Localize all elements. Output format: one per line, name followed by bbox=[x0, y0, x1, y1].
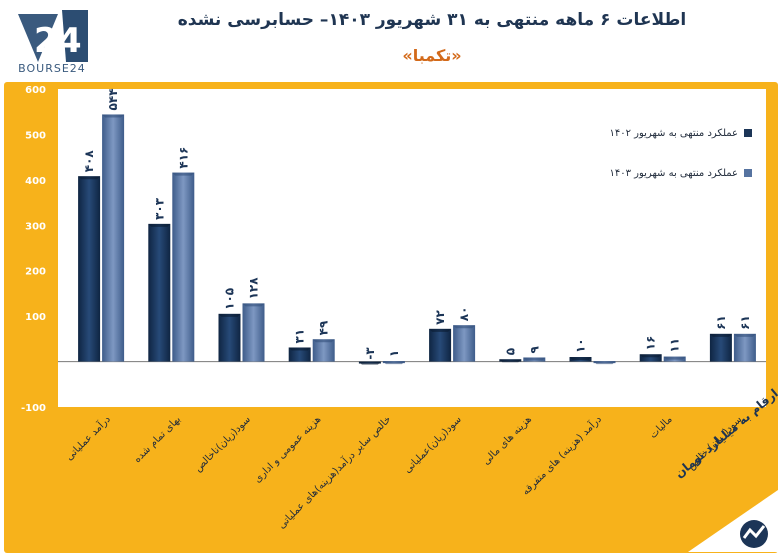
bar-1403-3 bbox=[312, 339, 335, 362]
bar-1402-1 bbox=[148, 223, 171, 362]
bar-1402-0 bbox=[78, 176, 101, 362]
bar-1402-4 bbox=[358, 361, 381, 365]
bar-1403-4 bbox=[382, 361, 405, 365]
value-label: ۱۱ bbox=[668, 338, 682, 353]
bar-body bbox=[148, 223, 171, 362]
bar-body bbox=[288, 347, 311, 362]
header: 2 4 BOURSE24 اطلاعات ۶ ماهه منتهی به ۳۱ … bbox=[0, 0, 782, 82]
value-label: ۱۲۸ bbox=[247, 277, 261, 300]
bar-bevel bbox=[709, 333, 732, 337]
bar-1403-9 bbox=[733, 333, 756, 362]
bar-bevel bbox=[569, 357, 592, 361]
value-label: ۴۰۸ bbox=[82, 150, 96, 173]
svg-text:2: 2 bbox=[34, 21, 58, 61]
legend-item-1403: عملکرد منتهی به شهریور ۱۴۰۳ bbox=[552, 168, 752, 179]
bar-body bbox=[312, 339, 335, 362]
logo-text: BOURSE24 bbox=[18, 62, 86, 75]
bar-1402-8 bbox=[639, 354, 662, 362]
bar-bevel bbox=[593, 361, 616, 365]
bar-1403-5 bbox=[453, 325, 476, 362]
bar-bevel bbox=[523, 357, 546, 361]
page-title: اطلاعات ۶ ماهه منتهی به ۳۱ شهریور ۱۴۰۳– … bbox=[177, 10, 687, 30]
y-tick-label: 400 bbox=[25, 176, 46, 187]
value-label: ۱۰ bbox=[574, 338, 588, 353]
bar-body bbox=[429, 328, 452, 362]
bourse24-logo: 2 4 bbox=[18, 10, 88, 62]
bar-bevel bbox=[733, 333, 756, 337]
value-label: ۵ bbox=[503, 348, 517, 355]
value-label: ۳۰۳ bbox=[152, 197, 166, 220]
company-subtitle: «تکمبا» bbox=[402, 46, 462, 65]
y-tick-label: 500 bbox=[25, 130, 46, 141]
bar-body bbox=[242, 303, 265, 362]
y-tick-label: 600 bbox=[25, 85, 46, 96]
bar-body bbox=[218, 313, 241, 362]
bar-1402-5 bbox=[429, 328, 452, 362]
bar-body bbox=[733, 333, 756, 362]
bar-bevel bbox=[429, 328, 452, 332]
bar-body bbox=[78, 176, 101, 362]
bar-bevel bbox=[453, 325, 476, 329]
bar-1403-0 bbox=[102, 114, 125, 362]
value-label: ۴۹ bbox=[317, 320, 331, 335]
value-label: ۸۰ bbox=[457, 307, 471, 322]
value-label: ۷۲ bbox=[433, 310, 447, 325]
value-label: ۱۰۵ bbox=[223, 288, 237, 310]
value-label: ۱۶ bbox=[644, 336, 658, 351]
value-label: ۱ bbox=[387, 350, 401, 357]
bar-bevel bbox=[382, 361, 405, 365]
bar-bevel bbox=[242, 303, 265, 307]
legend-label-1403: عملکرد منتهی به شهریور ۱۴۰۳ bbox=[609, 168, 738, 179]
value-label: -۳ bbox=[363, 347, 377, 360]
bar-bevel bbox=[102, 114, 125, 118]
legend-item-1402: عملکرد منتهی به شهریور ۱۴۰۲ bbox=[552, 128, 752, 139]
units-badge bbox=[688, 490, 778, 552]
bar-bevel bbox=[218, 313, 241, 317]
legend-swatch-1403 bbox=[744, 169, 752, 177]
bar-bevel bbox=[358, 361, 381, 365]
legend-swatch-1402 bbox=[744, 129, 752, 137]
bar-1402-9 bbox=[709, 333, 732, 362]
y-tick-label: 100 bbox=[25, 312, 46, 323]
y-tick-label: 300 bbox=[25, 221, 46, 232]
value-label: ۹ bbox=[527, 345, 541, 353]
bar-body bbox=[172, 172, 195, 362]
bar-1403-8 bbox=[663, 356, 686, 362]
bar-body bbox=[709, 333, 732, 362]
bar-1403-1 bbox=[172, 172, 195, 362]
bar-bevel bbox=[288, 347, 311, 351]
value-label: ۴۱۶ bbox=[176, 147, 190, 169]
bar-bevel bbox=[663, 356, 686, 360]
bar-1403-2 bbox=[242, 303, 265, 362]
bar-1402-2 bbox=[218, 313, 241, 362]
bar-bevel bbox=[312, 339, 335, 343]
bar-bevel bbox=[78, 176, 101, 180]
bar-bevel bbox=[148, 223, 171, 227]
value-label: ۶۱ bbox=[738, 315, 752, 330]
legend-label-1402: عملکرد منتهی به شهریور ۱۴۰۲ bbox=[609, 128, 738, 139]
bar-body bbox=[102, 114, 125, 362]
bar-body bbox=[639, 354, 662, 362]
bar-body bbox=[453, 325, 476, 362]
bar-1402-7 bbox=[569, 357, 592, 362]
bar-1403-7 bbox=[593, 361, 616, 365]
value-label: ۳۱ bbox=[293, 329, 307, 344]
bar-1402-3 bbox=[288, 347, 311, 362]
value-label: ۵۴۴ bbox=[106, 88, 120, 110]
bar-bevel bbox=[499, 359, 522, 363]
bar-bevel bbox=[172, 172, 195, 176]
bar-bevel bbox=[639, 354, 662, 358]
y-tick-label: -100 bbox=[21, 403, 46, 414]
svg-text:4: 4 bbox=[58, 21, 82, 61]
value-label: ۶۱ bbox=[714, 315, 728, 330]
bar-1403-6 bbox=[523, 357, 546, 362]
y-tick-label: 200 bbox=[25, 267, 46, 278]
bar-1402-6 bbox=[499, 359, 522, 363]
